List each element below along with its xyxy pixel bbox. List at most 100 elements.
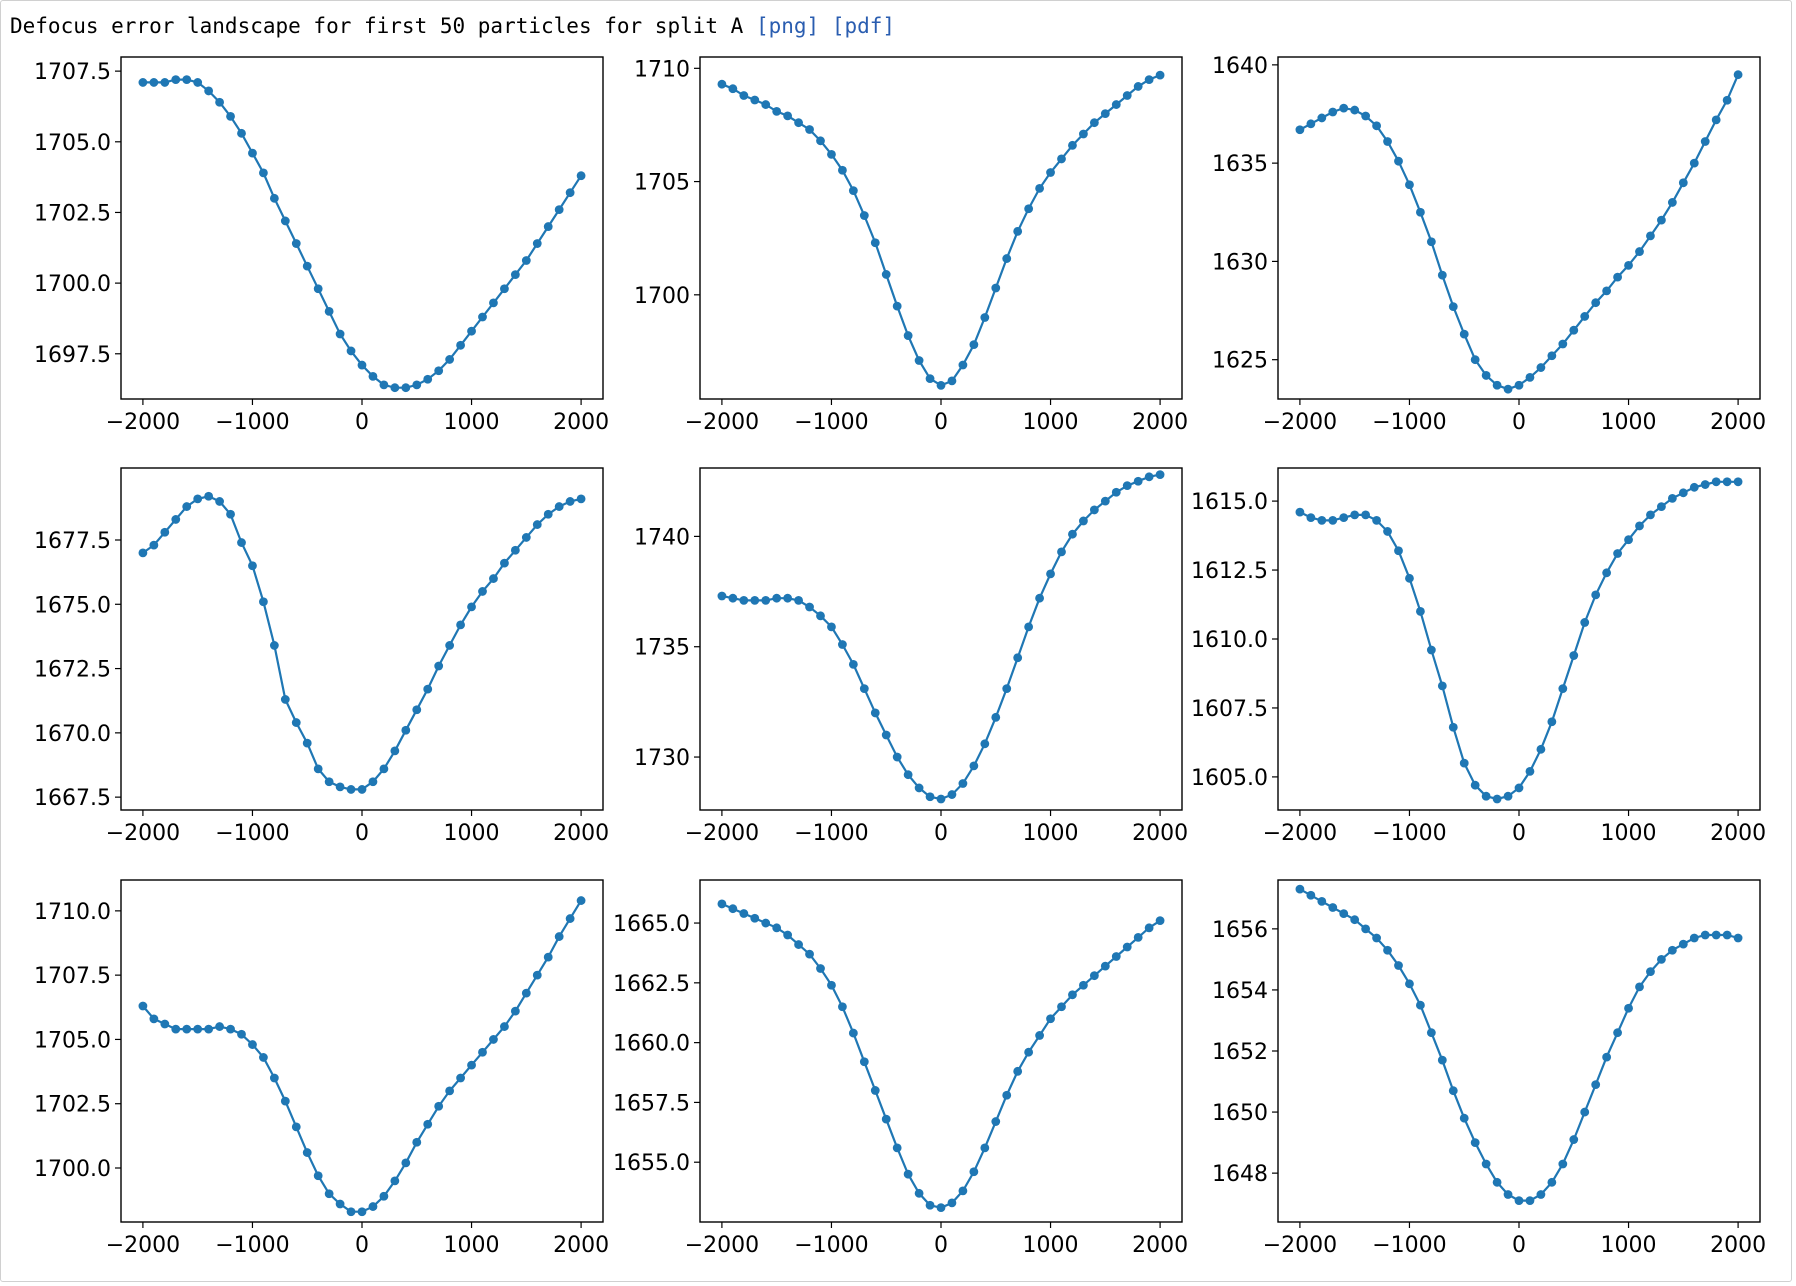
data-point: [1317, 516, 1327, 525]
data-point: [1580, 618, 1590, 627]
data-point: [412, 1137, 422, 1147]
data-point: [335, 1199, 345, 1209]
data-point: [947, 1198, 957, 1208]
data-point: [1678, 939, 1688, 949]
y-tick-label: 1707.5: [34, 60, 111, 85]
data-point: [1057, 1002, 1066, 1012]
data-point: [859, 1057, 869, 1067]
data-point: [1514, 380, 1524, 390]
data-point: [302, 261, 312, 271]
data-point: [1624, 535, 1633, 545]
y-tick-label: 1710: [634, 57, 690, 82]
data-point: [1689, 158, 1699, 168]
data-point: [1448, 1086, 1458, 1096]
y-tick-label: 1652: [1212, 1040, 1268, 1065]
data-point: [1503, 1190, 1513, 1199]
data-point: [1591, 298, 1601, 308]
data-point: [521, 988, 531, 998]
y-tick-label: 1707.5: [34, 964, 111, 989]
data-point: [925, 374, 935, 384]
data-point: [903, 331, 913, 340]
y-tick-label: 1700.0: [34, 1157, 111, 1182]
x-tick-label: 0: [1512, 1233, 1526, 1258]
data-point: [1613, 549, 1622, 558]
data-point: [226, 509, 235, 519]
data-point: [412, 705, 422, 715]
png-link[interactable]: [png]: [755, 14, 820, 38]
data-point: [881, 730, 891, 740]
data-point: [914, 356, 924, 365]
data-point: [160, 1019, 170, 1029]
data-point: [510, 1006, 520, 1016]
data-point: [215, 97, 224, 107]
data-point: [991, 1117, 1001, 1126]
data-point: [783, 111, 793, 121]
data-point: [1678, 488, 1688, 498]
y-tick-label: 1667.5: [34, 786, 111, 811]
data-point: [1514, 1196, 1524, 1206]
data-point: [958, 1186, 968, 1196]
data-point: [783, 593, 793, 603]
x-tick-label: −1000: [1372, 410, 1446, 435]
data-point: [467, 602, 476, 612]
axes-frame: [1277, 879, 1761, 1223]
data-point: [750, 595, 760, 605]
data-point: [1328, 516, 1338, 525]
pdf-link[interactable]: [pdf]: [831, 14, 896, 38]
data-point: [357, 1207, 367, 1217]
y-tick-label: 1630: [1212, 250, 1268, 275]
data-point: [1057, 547, 1066, 557]
x-tick-label: −2000: [685, 821, 759, 846]
data-point: [1481, 791, 1491, 801]
data-point: [1657, 502, 1666, 512]
y-tick-label: 1640: [1212, 54, 1268, 79]
x-tick-label: 2000: [1710, 1233, 1766, 1258]
data-point: [1613, 1028, 1622, 1038]
data-point: [532, 970, 542, 980]
data-point: [1459, 329, 1469, 339]
data-point: [237, 128, 246, 138]
x-tick-label: 1000: [444, 821, 500, 846]
data-point: [280, 216, 290, 226]
data-point: [445, 641, 455, 650]
data-point: [401, 383, 411, 393]
data-point: [1339, 909, 1349, 918]
data-point: [302, 738, 312, 748]
data-point: [1394, 546, 1403, 556]
data-point: [248, 148, 257, 158]
data-point: [291, 718, 301, 727]
data-point: [870, 238, 880, 248]
subplot-9: −2000 −1000 0 1000 2000 1648 1650 1652 1654 1656: [1212, 879, 1766, 1258]
data-point: [280, 1096, 290, 1106]
data-point: [1350, 915, 1360, 925]
data-point: [1525, 766, 1535, 776]
data-point: [1470, 1138, 1480, 1148]
data-point: [1295, 507, 1305, 517]
y-tick-label: 1655.0: [613, 1151, 690, 1176]
data-point: [1295, 125, 1305, 135]
y-tick-label: 1675.0: [34, 593, 111, 618]
data-point: [1122, 91, 1132, 100]
data-point: [423, 1119, 433, 1129]
data-point: [728, 84, 738, 94]
data-point: [489, 1035, 498, 1044]
y-tick-label: 1657.5: [613, 1091, 690, 1116]
data-point: [302, 1148, 312, 1157]
data-point: [914, 1188, 924, 1198]
y-tick-label: 1702.5: [34, 1093, 111, 1118]
data-point: [1122, 942, 1132, 952]
data-point: [816, 964, 825, 973]
data-point: [980, 1143, 990, 1153]
data-point: [532, 239, 542, 248]
data-point: [1361, 111, 1371, 121]
data-point: [543, 222, 553, 231]
data-point: [226, 1024, 235, 1034]
data-point: [1317, 113, 1327, 123]
data-point: [1002, 254, 1012, 263]
x-tick-label: 1000: [1023, 410, 1079, 435]
data-point: [1722, 477, 1732, 487]
data-point: [1394, 961, 1403, 970]
data-point: [423, 374, 433, 384]
y-tick-label: 1656: [1212, 918, 1268, 943]
